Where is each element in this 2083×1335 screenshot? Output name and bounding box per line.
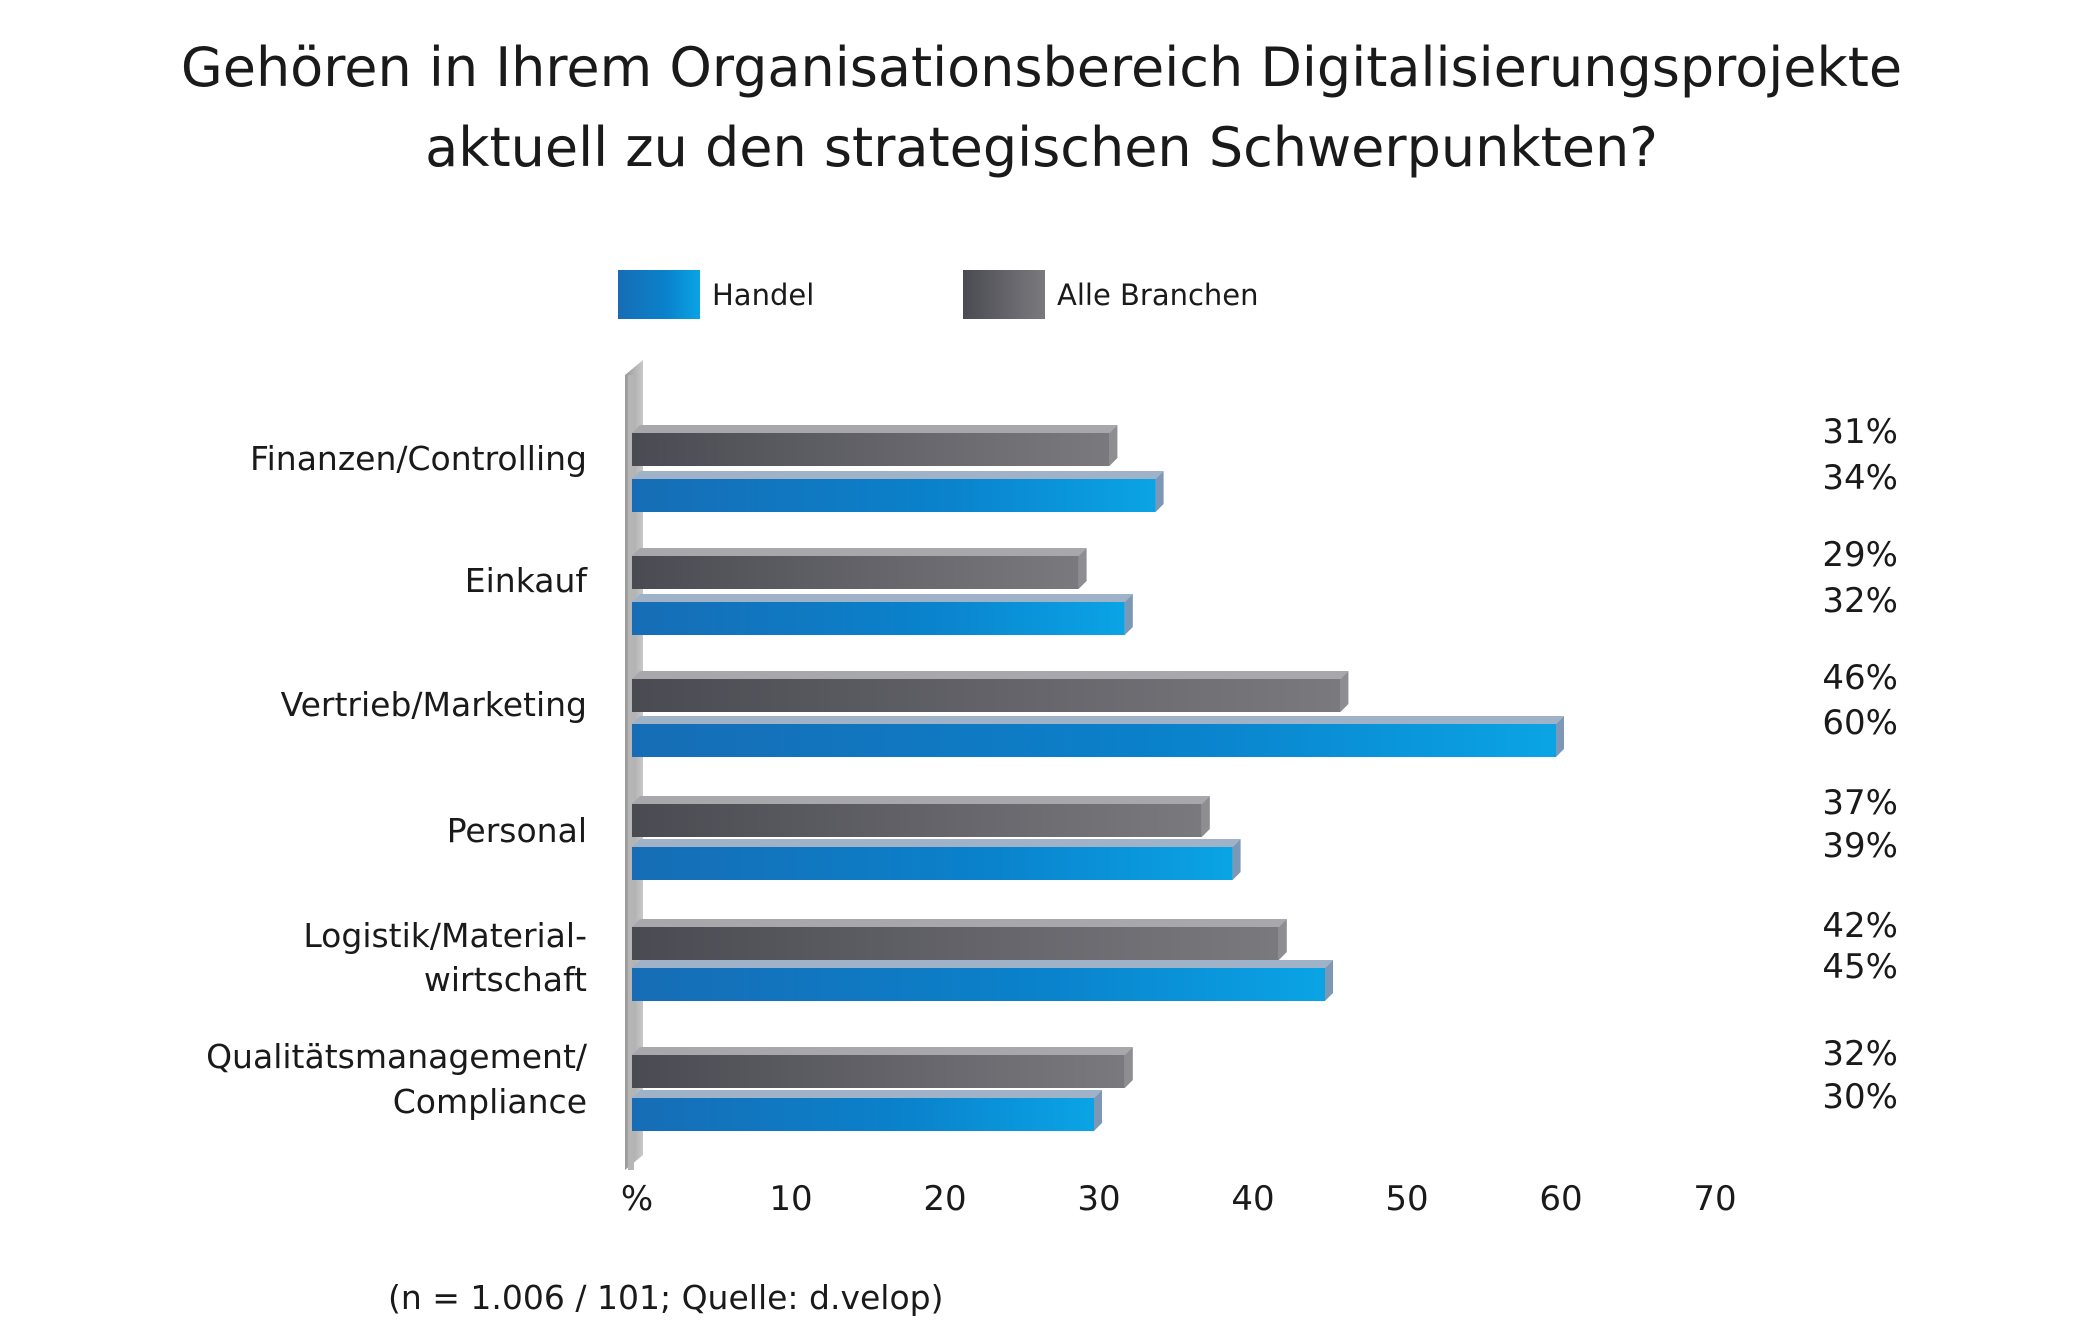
data-labels: 31% 29% 46% 37% 42% 32% 34% 32% 60% 39% 45% 30% [1822,412,1898,1117]
x-axis-ticks: % 10 20 30 40 50 60 70 [621,1179,1737,1219]
bar-top [632,594,1133,602]
data-label: 31% [1822,412,1898,452]
x-tick-label: 30 [1077,1179,1120,1219]
bar-top [632,960,1333,968]
bar-top [632,471,1164,479]
category-label: Personal [447,811,587,850]
bar-alle-branchen-4 [632,919,1287,960]
bar-face [632,679,1341,712]
category-label: Finanzen/Controlling [250,439,587,478]
category-label: Einkauf [465,561,589,600]
bar-top [632,671,1349,679]
legend: Handel Alle Branchen [618,270,1259,319]
category-label: Qualitätsmanagement/ [206,1037,588,1076]
bar-top [632,716,1564,724]
bar-face [632,1055,1125,1088]
bar-face [632,602,1125,635]
bar-top [632,1047,1133,1055]
data-label: 32% [1822,1034,1898,1074]
data-label: 45% [1822,947,1898,987]
bar-handel-0 [632,471,1164,512]
bar-alle-branchen-1 [632,548,1087,589]
bar-handel-2 [632,716,1564,757]
bar-side [1109,425,1118,466]
axis-face [628,375,634,1170]
legend-item: Alle Branchen [963,270,1259,319]
bar-top [632,425,1118,433]
data-label: 29% [1822,535,1898,575]
bar-handel-4 [632,960,1333,1001]
bar-handel-3 [632,839,1241,880]
x-tick-label: 10 [769,1179,812,1219]
bar-top [632,839,1241,847]
bar-side [1232,839,1241,880]
data-label: 60% [1822,703,1898,743]
x-tick-label: 40 [1231,1179,1274,1219]
bar-face [632,927,1279,960]
x-tick-label: 50 [1385,1179,1428,1219]
bar-top [632,919,1287,927]
legend-swatch [963,270,1045,319]
x-tick-label: % [621,1179,653,1219]
legend-item: Handel [618,270,814,319]
bar-top [632,1090,1102,1098]
bar-handel-5 [632,1090,1102,1131]
bars [632,425,1564,1131]
bar-alle-branchen-3 [632,796,1210,837]
bar-face [632,847,1233,880]
legend-label: Alle Branchen [1057,278,1259,312]
x-tick-label: 60 [1539,1179,1582,1219]
data-label: 37% [1822,783,1898,823]
bar-side [1278,919,1287,960]
bar-face [632,479,1156,512]
bar-face [632,968,1325,1001]
legend-swatch [618,270,700,319]
bar-face [632,556,1079,589]
bar-alle-branchen-5 [632,1047,1133,1088]
bar-side [1078,548,1087,589]
legend-label: Handel [712,278,814,312]
bar-face [632,804,1202,837]
category-labels: Finanzen/Controlling Einkauf Vertrieb/Mark… [206,439,588,1121]
bar-top [632,548,1087,556]
data-label: 39% [1822,826,1898,866]
bar-side [1124,1047,1133,1088]
source-note: (n = 1.006 / 101; Quelle: d.velop) [388,1278,944,1317]
data-label: 30% [1822,1077,1898,1117]
bar-handel-1 [632,594,1133,635]
x-tick-label: 20 [923,1179,966,1219]
bar-top [632,796,1210,804]
bar-side [1201,796,1210,837]
category-label: Logistik/Material- [303,916,587,955]
bar-side [1094,1090,1102,1131]
category-label: Vertrieb/Marketing [281,685,587,724]
bar-face [632,724,1556,757]
chart-title: Gehören in Ihrem Organisationsbereich Di… [180,36,1903,179]
data-label: 32% [1822,581,1898,621]
bar-alle-branchen-2 [632,671,1349,712]
bar-side [1325,960,1333,1001]
bar-side [1155,471,1164,512]
bar-side [1340,671,1349,712]
bar-alle-branchen-0 [632,425,1118,466]
category-label: wirtschaft [424,960,587,999]
data-label: 46% [1822,658,1898,698]
data-label: 42% [1822,906,1898,946]
bar-face [632,433,1110,466]
bar-face [632,1098,1094,1131]
bar-side [1124,594,1133,635]
data-label: 34% [1822,458,1898,498]
x-tick-label: 70 [1693,1179,1736,1219]
bar-side [1556,716,1564,757]
category-label: Compliance [393,1082,587,1121]
